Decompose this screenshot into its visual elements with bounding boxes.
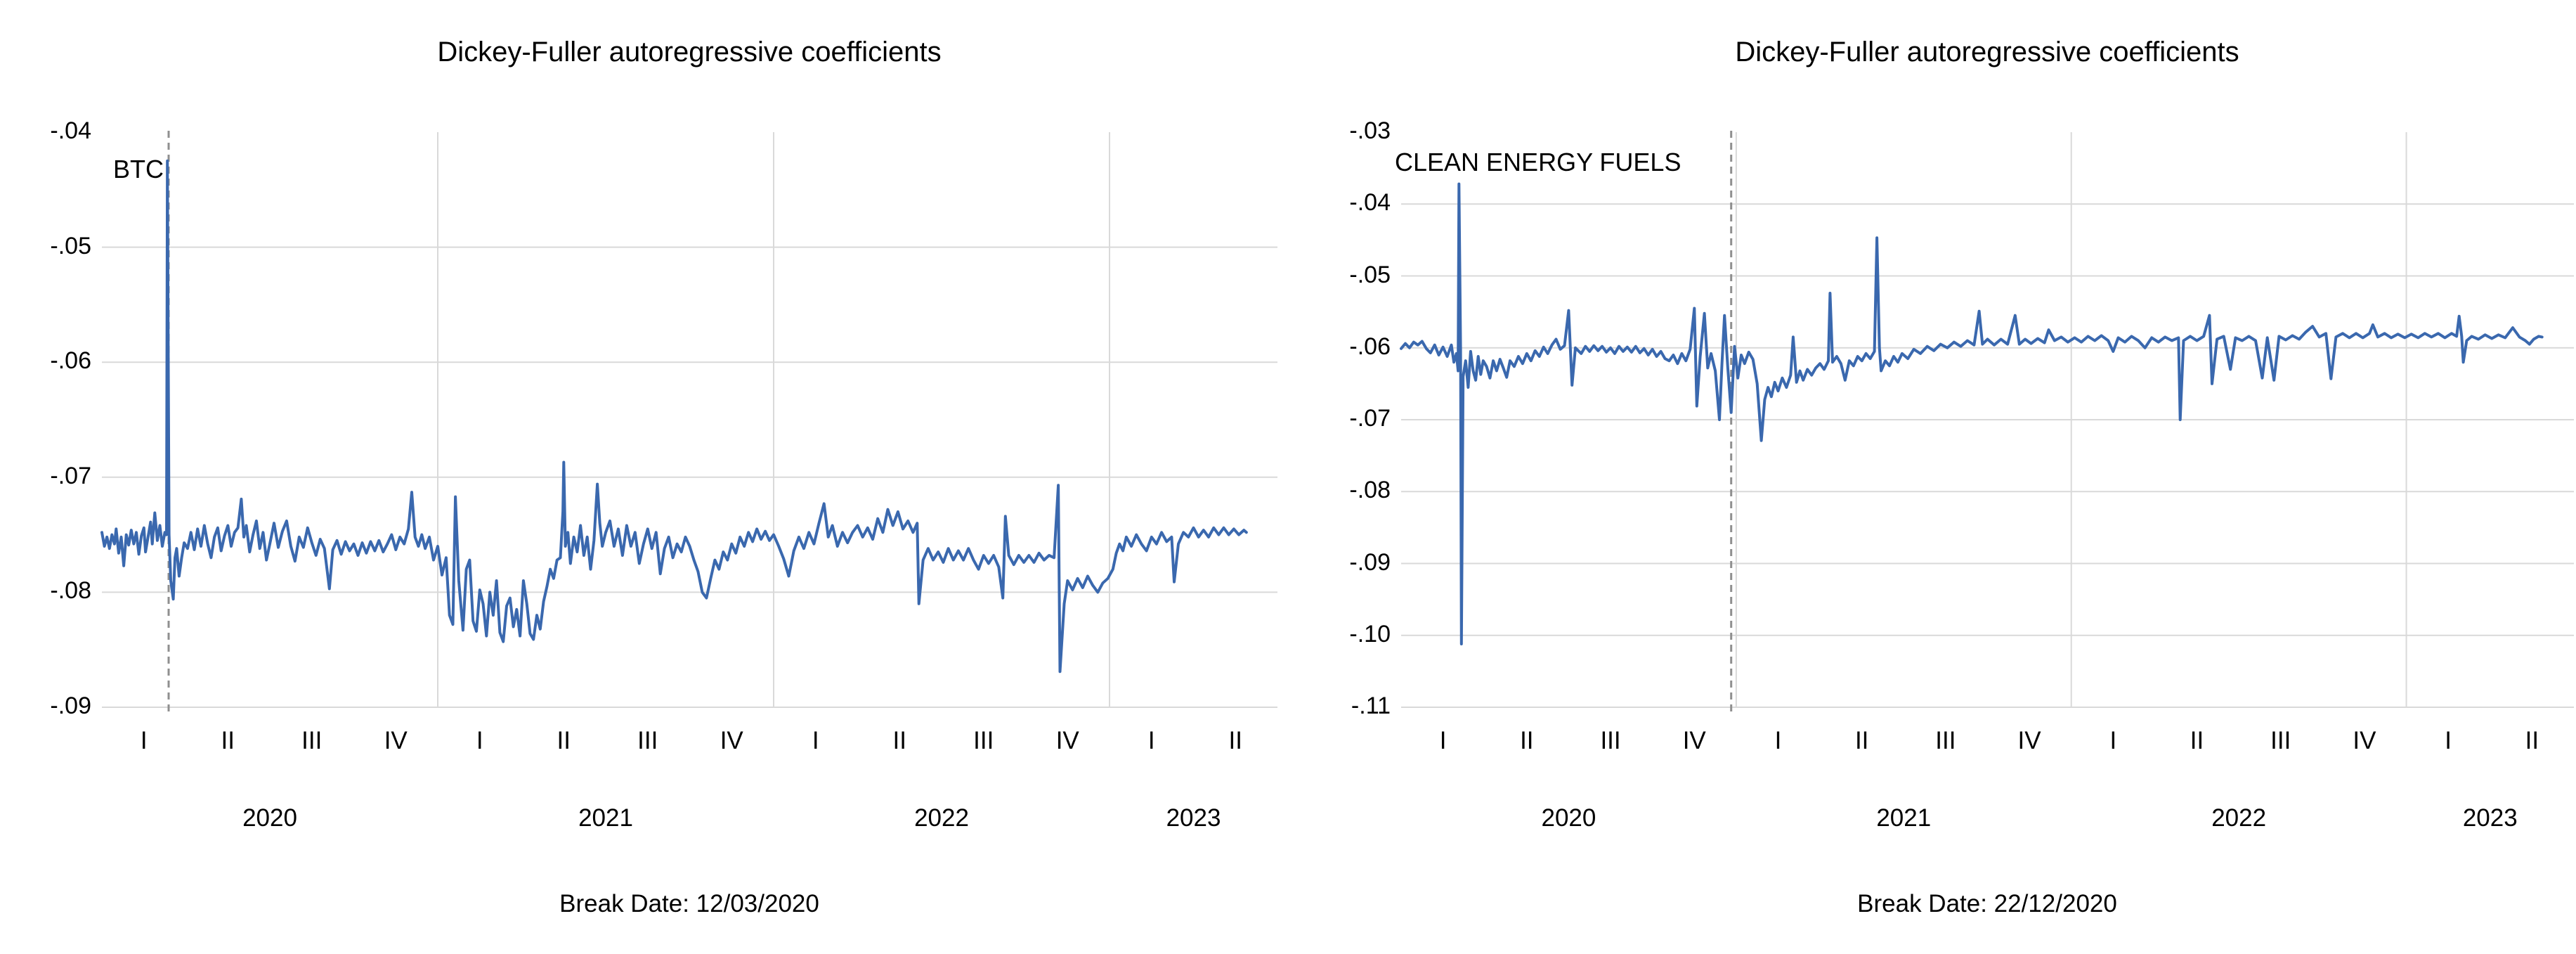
x-axis-year-label: 2021 bbox=[578, 804, 633, 832]
x-axis-quarter-label: I bbox=[1147, 727, 1155, 754]
y-axis-tick-label: -.07 bbox=[50, 462, 91, 489]
y-axis-tick-label: -.10 bbox=[1349, 620, 1391, 647]
y-axis-tick-label: -.09 bbox=[1349, 548, 1391, 576]
x-axis-quarter-label: I bbox=[812, 727, 819, 754]
x-axis-quarter-label: II bbox=[1520, 727, 1534, 754]
series-line-btc bbox=[100, 159, 1248, 673]
y-axis-tick-label: -.06 bbox=[50, 347, 91, 375]
x-axis-year-label: 2023 bbox=[2462, 804, 2518, 832]
x-axis-quarter-label: IV bbox=[384, 727, 408, 754]
x-axis-quarter-label: I bbox=[2445, 727, 2452, 754]
series-label-btc: BTC bbox=[113, 155, 164, 183]
x-axis-quarter-label: II bbox=[2190, 727, 2204, 754]
y-axis-tick-label: -.11 bbox=[1351, 692, 1391, 719]
x-axis-year-label: 2021 bbox=[1876, 804, 1932, 832]
x-axis-quarter-label: I bbox=[140, 727, 148, 754]
x-axis-quarter-label: II bbox=[892, 727, 906, 754]
x-axis-quarter-label: IV bbox=[2017, 727, 2041, 754]
y-axis-tick-label: -.05 bbox=[1349, 261, 1391, 288]
y-axis-tick-label: -.08 bbox=[50, 577, 91, 605]
x-axis-quarter-label: III bbox=[1600, 727, 1621, 754]
x-axis-quarter-label: III bbox=[973, 727, 994, 754]
x-axis-quarter-label: III bbox=[637, 727, 658, 754]
x-axis-year-label: 2020 bbox=[1541, 804, 1596, 832]
chart-title-right: Dickey-Fuller autoregressive coefficient… bbox=[1735, 37, 2239, 67]
x-axis-quarter-label: IV bbox=[1682, 727, 1706, 754]
y-axis-tick-label: -.03 bbox=[1349, 117, 1391, 144]
y-axis-tick-label: -.04 bbox=[50, 117, 91, 144]
break-date-label-left: Break Date: 12/03/2020 bbox=[559, 890, 819, 917]
y-axis-tick-label: -.08 bbox=[1349, 477, 1391, 504]
x-axis-quarter-label: I bbox=[2109, 727, 2117, 754]
x-axis-quarter-label: I bbox=[1774, 727, 1782, 754]
x-axis-quarter-label: II bbox=[557, 727, 571, 754]
y-axis-tick-label: -.04 bbox=[1349, 189, 1391, 217]
chart-title-left: Dickey-Fuller autoregressive coefficient… bbox=[437, 37, 942, 67]
x-axis-quarter-label: III bbox=[1935, 727, 1956, 754]
series-label-clean-energy-fuels: CLEAN ENERGY FUELS bbox=[1395, 148, 1681, 176]
x-axis-quarter-label: IV bbox=[2353, 727, 2376, 754]
x-axis-quarter-label: III bbox=[301, 727, 323, 754]
series-line-clean-energy-fuels bbox=[1400, 182, 2544, 645]
y-axis-tick-label: -.06 bbox=[1349, 333, 1391, 360]
x-axis-year-label: 2022 bbox=[2211, 804, 2267, 832]
x-axis-quarter-label: I bbox=[476, 727, 483, 754]
x-axis-quarter-label: II bbox=[1854, 727, 1869, 754]
x-axis-year-label: 2023 bbox=[1166, 804, 1221, 832]
x-axis-quarter-label: III bbox=[2270, 727, 2291, 754]
x-axis-year-label: 2020 bbox=[242, 804, 297, 832]
break-date-label-right: Break Date: 22/12/2020 bbox=[1857, 890, 2117, 917]
x-axis-quarter-label: IV bbox=[1055, 727, 1079, 754]
x-axis-quarter-label: I bbox=[1439, 727, 1447, 754]
y-axis-tick-label: -.05 bbox=[50, 232, 91, 259]
y-axis-tick-label: -.09 bbox=[50, 692, 91, 719]
x-axis-quarter-label: IV bbox=[720, 727, 743, 754]
x-axis-quarter-label: II bbox=[2525, 727, 2539, 754]
x-axis-quarter-label: II bbox=[1228, 727, 1242, 754]
x-axis-year-label: 2022 bbox=[914, 804, 969, 832]
y-axis-tick-label: -.07 bbox=[1349, 405, 1391, 432]
x-axis-quarter-label: II bbox=[221, 727, 235, 754]
